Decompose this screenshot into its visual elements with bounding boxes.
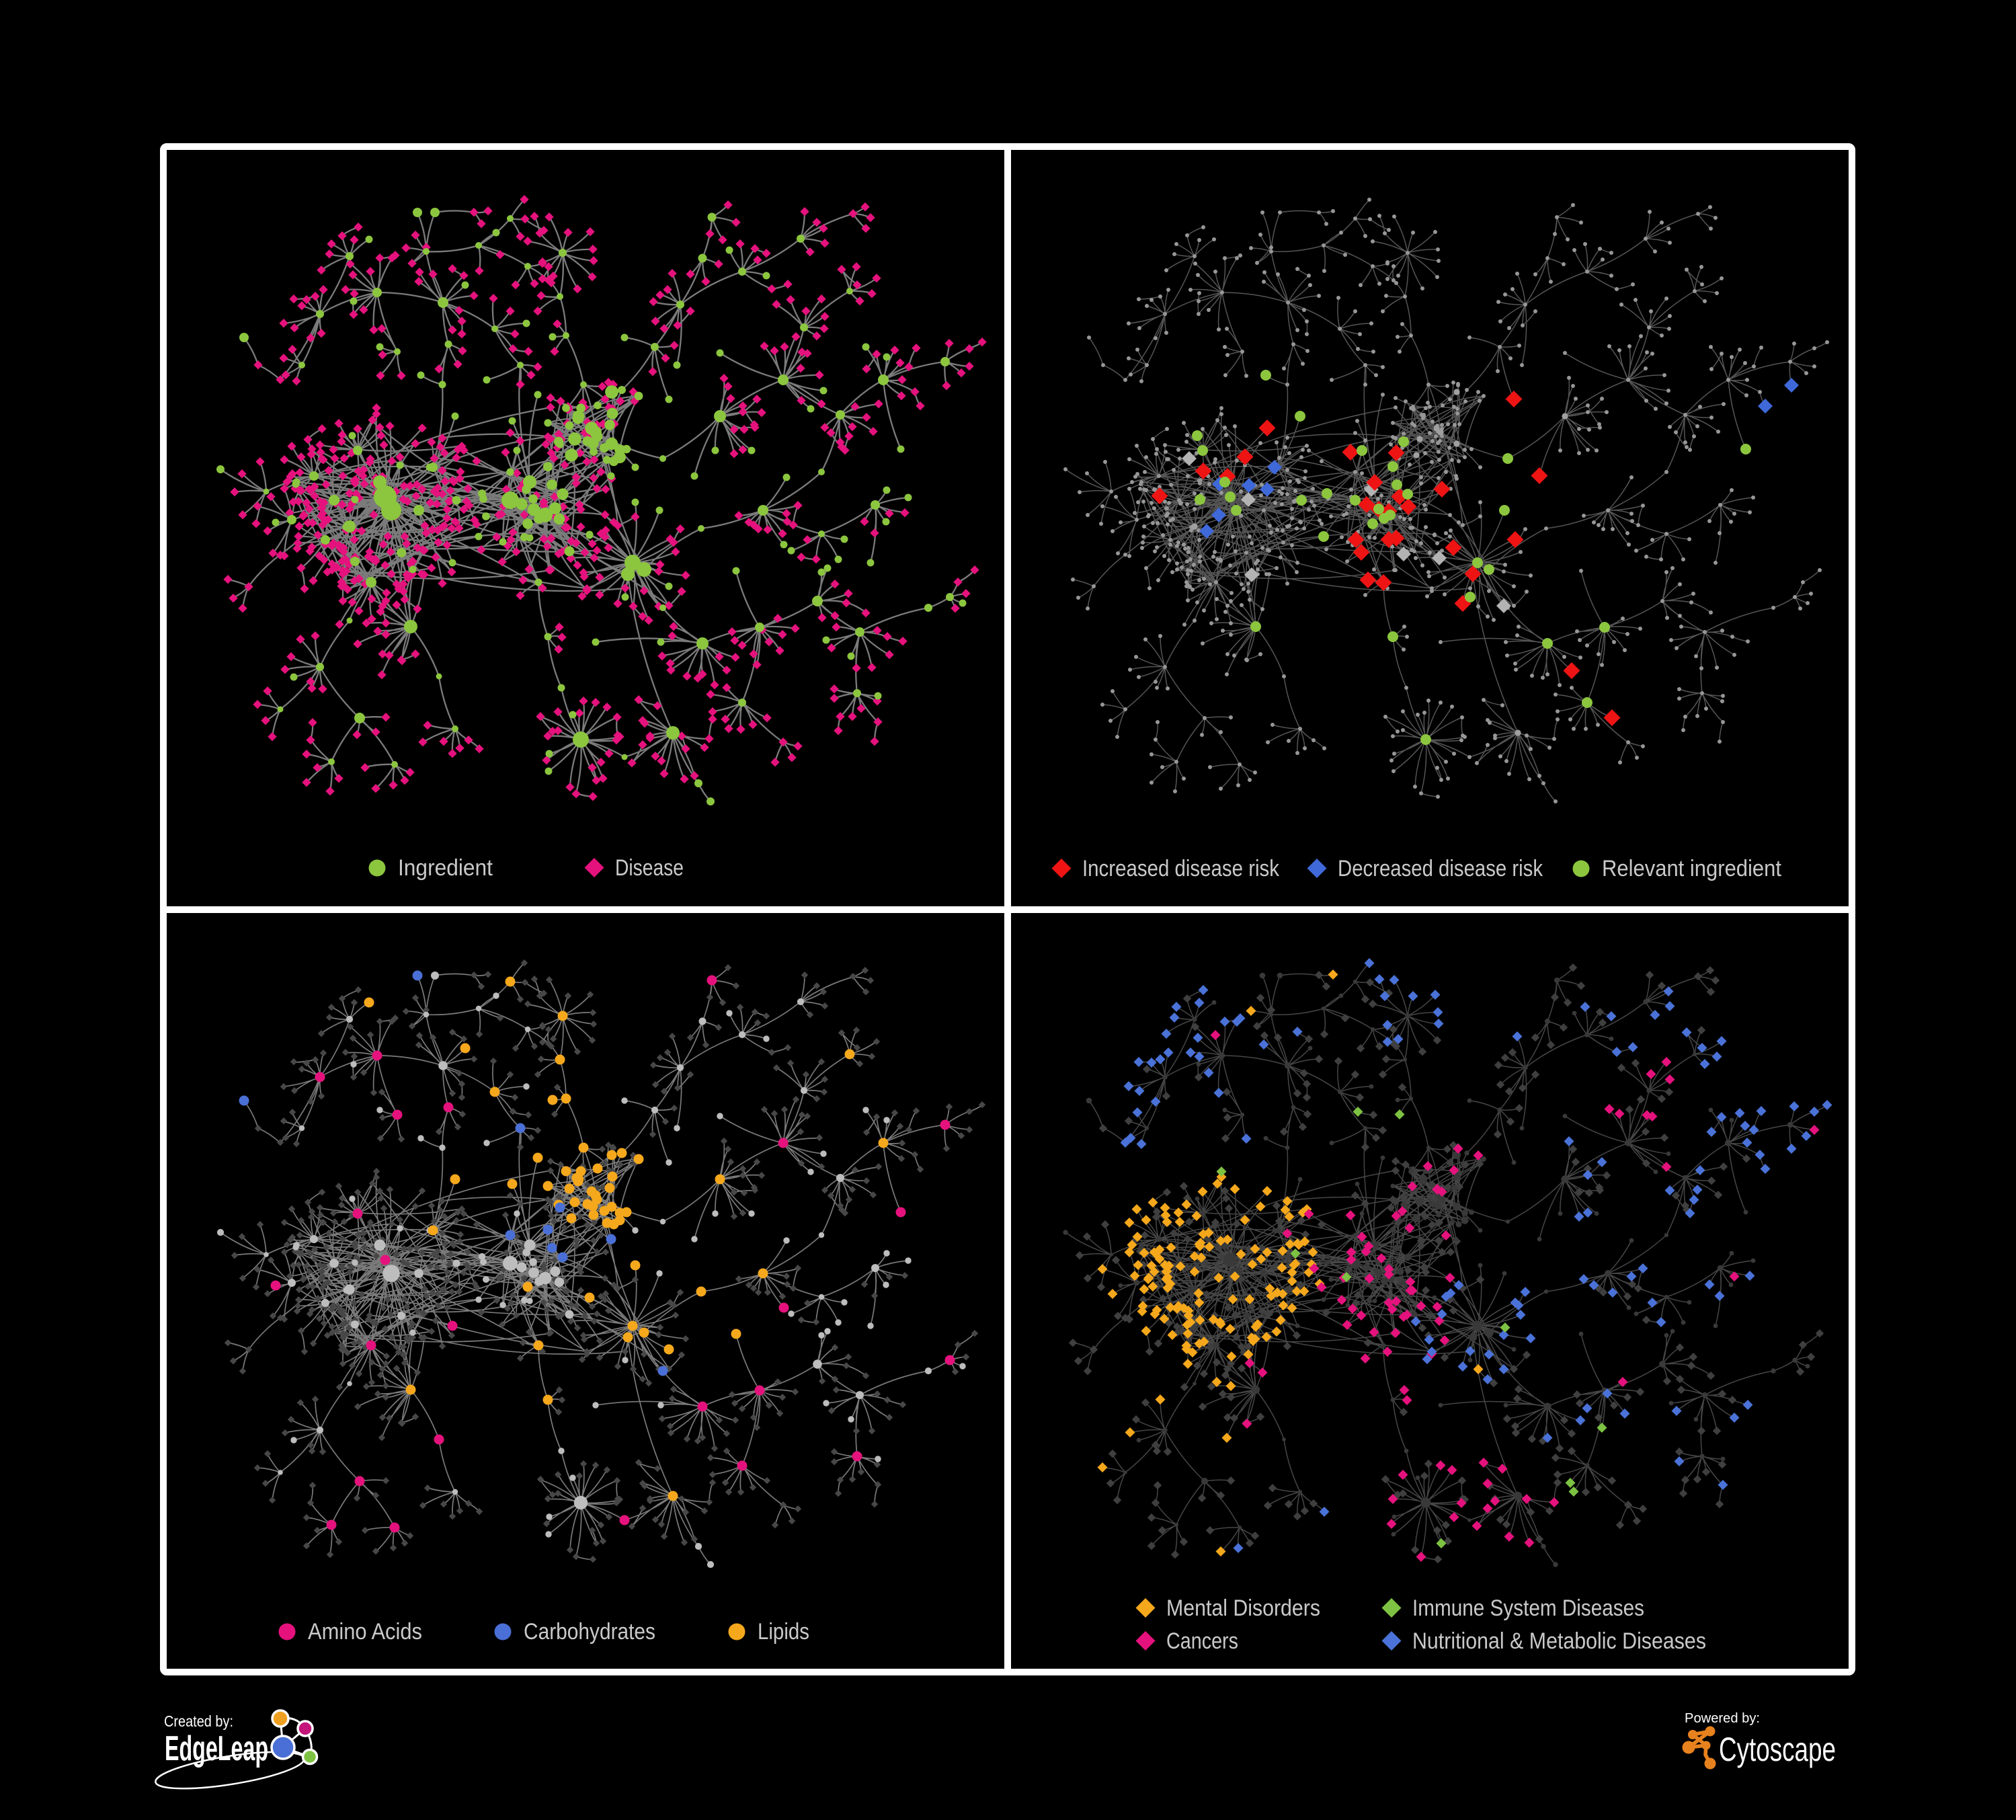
- svg-text:Created by:: Created by:: [164, 1712, 233, 1730]
- svg-text:Decreased disease risk: Decreased disease risk: [1338, 856, 1543, 881]
- svg-text:Increased disease risk: Increased disease risk: [1082, 856, 1280, 881]
- svg-text:Mental Disorders: Mental Disorders: [1166, 1595, 1320, 1621]
- svg-text:Amino Acids: Amino Acids: [308, 1619, 422, 1645]
- svg-text:Immune System Diseases: Immune System Diseases: [1412, 1595, 1644, 1621]
- svg-text:Disease: Disease: [615, 855, 684, 881]
- svg-text:Cancers: Cancers: [1166, 1628, 1238, 1654]
- svg-text:Lipids: Lipids: [758, 1619, 809, 1645]
- svg-text:Nutritional & Metabolic Diseas: Nutritional & Metabolic Diseases: [1412, 1628, 1706, 1654]
- svg-text:Relevant ingredient: Relevant ingredient: [1602, 856, 1782, 881]
- svg-text:Cytoscape: Cytoscape: [1719, 1731, 1836, 1768]
- svg-text:Powered by:: Powered by:: [1685, 1711, 1760, 1726]
- svg-text:Carbohydrates: Carbohydrates: [524, 1619, 655, 1645]
- svg-text:EdgeLeap: EdgeLeap: [165, 1729, 268, 1768]
- svg-text:Ingredient: Ingredient: [398, 855, 493, 881]
